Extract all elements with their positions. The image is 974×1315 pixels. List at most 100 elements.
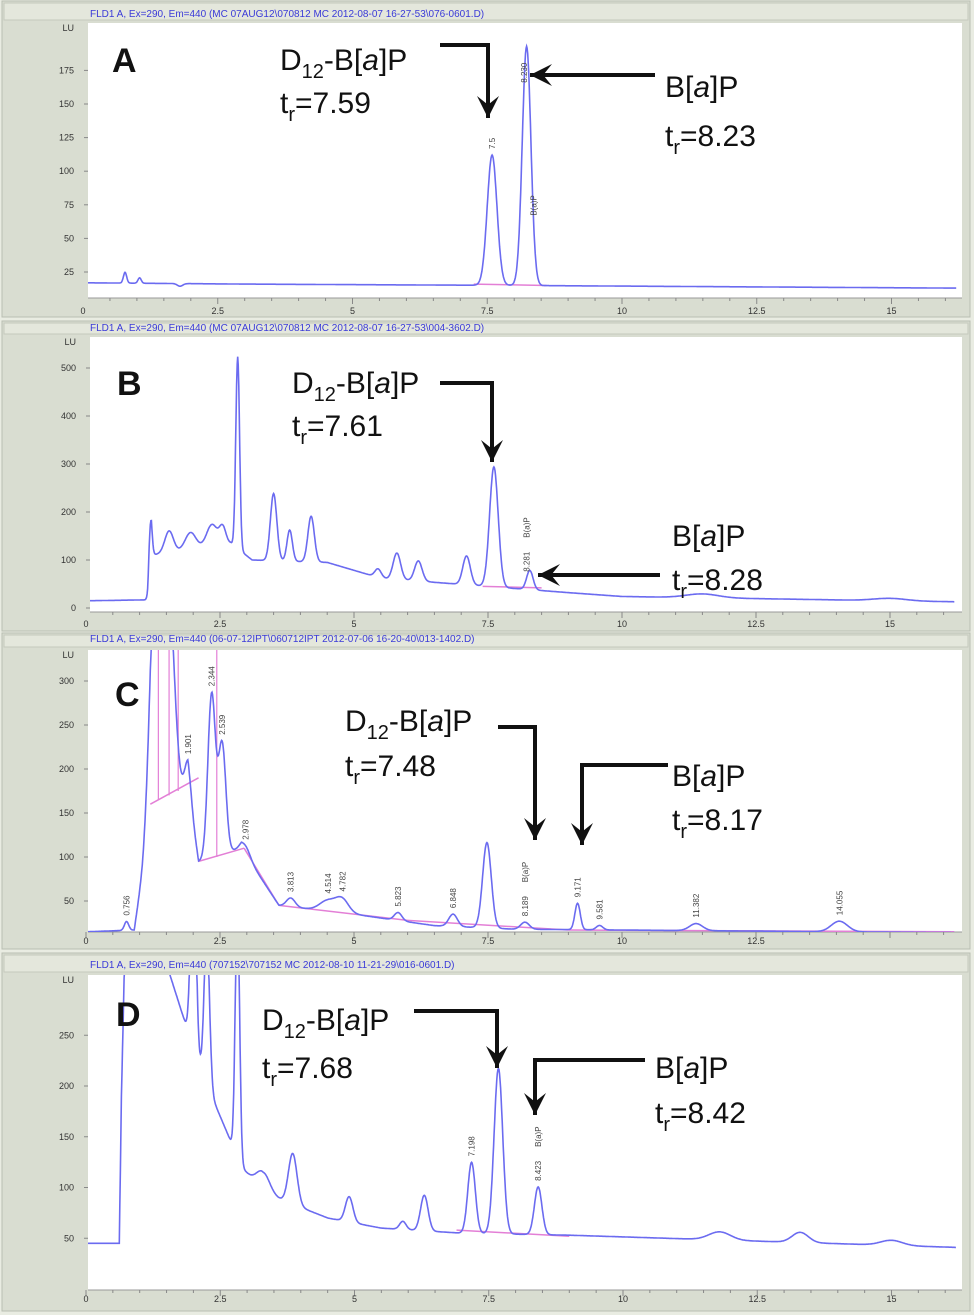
peak-label: 14.055	[835, 890, 844, 915]
peak-label: 4.514	[324, 873, 333, 894]
plot-content: 8.281 B(a)P	[90, 356, 955, 603]
x-tick-label: 0	[83, 936, 88, 946]
analyte-label-part: a	[700, 760, 717, 793]
internal-standard-retention-time-part: =7.59	[295, 87, 371, 120]
plot-content: 7.5 8.230 B(a)P	[88, 43, 957, 289]
analyte-arrow-head	[538, 564, 560, 586]
analyte-label-part: B[	[665, 71, 694, 104]
chromatogram-trace	[90, 356, 955, 603]
internal-standard-retention-time-part: t	[292, 410, 301, 443]
x-tick-label: 5	[352, 1294, 357, 1304]
peak-label: 9.171	[574, 877, 583, 898]
panel-title-bar	[3, 2, 969, 21]
peak-label: 8.281	[523, 551, 532, 572]
internal-standard-retention-time-part: t	[262, 1052, 271, 1085]
plot-content: 7.198 8.423 B(a)P	[88, 975, 956, 1249]
x-tick-label: 2.5	[214, 619, 227, 629]
peak-label: 0.756	[123, 895, 132, 916]
x-tick-label: 2.5	[214, 1294, 227, 1304]
x-tick-label: 7.5	[482, 936, 495, 946]
peak-label: B(a)P	[534, 1126, 543, 1146]
analyte-label-part: ]P	[717, 520, 745, 553]
panel-letter: D	[116, 996, 141, 1034]
panel-title: FLD1 A, Ex=290, Em=440 (MC 07AUG12\07081…	[90, 9, 484, 20]
analyte-arrow-line	[580, 763, 668, 845]
analyte-retention-time: tr=8.17	[672, 804, 763, 843]
y-tick-label: 50	[64, 233, 74, 243]
y-tick-label: 250	[59, 720, 74, 730]
analyte-label-part: B[	[655, 1052, 684, 1085]
peak-label: 7.198	[468, 1136, 477, 1157]
internal-standard-retention-time: tr=7.48	[345, 750, 436, 789]
y-tick-label: 300	[59, 676, 74, 686]
integration-baseline	[407, 919, 569, 931]
x-tick-label: 5	[350, 306, 355, 316]
panel-title-bar	[3, 322, 969, 335]
y-unit-label: LU	[62, 650, 74, 660]
internal-standard-retention-time-part: =7.68	[277, 1052, 353, 1085]
analyte-label-part: B[	[672, 520, 701, 553]
y-tick-label: 75	[64, 200, 74, 210]
internal-standard-label-part: 12	[367, 722, 389, 744]
analyte-label-part: ]P	[717, 760, 745, 793]
analyte-retention-time: tr=8.23	[665, 120, 756, 159]
panel-title-bar	[3, 954, 969, 973]
analyte-label: B[a]P	[672, 520, 745, 553]
y-tick-label: 200	[61, 507, 76, 517]
plot-area	[88, 975, 962, 1290]
internal-standard-label: D12-B[a]P	[262, 1004, 389, 1043]
y-tick-label: 400	[61, 411, 76, 421]
y-tick-label: 125	[59, 133, 74, 143]
y-tick-label: 300	[61, 459, 76, 469]
analyte-retention-time: tr=8.28	[672, 564, 763, 603]
peak-label: 2.539	[218, 714, 227, 735]
analyte-retention-time-part: r	[673, 137, 680, 159]
internal-standard-label-part: -B[	[324, 44, 363, 77]
peak-label: 8.423	[534, 1160, 543, 1181]
chromatogram-trace	[88, 975, 956, 1249]
panel-c: FLD1 A, Ex=290, Em=440 (06-07-12IPT\0607…	[1, 632, 971, 950]
x-tick-label: 7.5	[482, 619, 495, 629]
internal-standard-label-part: ]P	[361, 1004, 389, 1037]
y-tick-label: 175	[59, 65, 74, 75]
peak-label: 11.382	[692, 893, 701, 917]
integration-baseline	[198, 847, 245, 863]
internal-standard-arrow-line	[440, 381, 494, 462]
internal-standard-label-part: a	[344, 1004, 361, 1037]
internal-standard-label-part: ]P	[444, 705, 472, 738]
peak-label: B(a)P	[521, 862, 530, 882]
internal-standard-label-part: a	[374, 367, 391, 400]
internal-standard-arrow-line	[414, 1009, 499, 1068]
analyte-arrow-head	[530, 64, 552, 86]
x-tick-label: 10	[617, 306, 627, 316]
x-tick-label: 12.5	[748, 306, 766, 316]
peak-label: 6.848	[449, 888, 458, 909]
x-tick-label: 0	[83, 619, 88, 629]
analyte-retention-time: tr=8.42	[655, 1097, 746, 1136]
peak-label: 2.978	[242, 819, 251, 840]
analyte-retention-time-part: t	[672, 804, 681, 837]
internal-standard-label: D12-B[a]P	[292, 367, 419, 406]
panel-title-bar	[3, 634, 969, 648]
y-unit-label: LU	[62, 975, 74, 985]
analyte-retention-time-part: =8.28	[687, 564, 763, 597]
analyte-arrow-head	[524, 1093, 546, 1115]
internal-standard-retention-time-part: t	[280, 87, 289, 120]
internal-standard-label: D12-B[a]P	[345, 705, 472, 744]
panel-letter: A	[112, 42, 137, 80]
x-tick-label: 0	[83, 1294, 88, 1304]
internal-standard-retention-time-part: r	[353, 767, 360, 789]
internal-standard-arrow-head	[486, 1046, 508, 1068]
panel-d: FLD1 A, Ex=290, Em=440 (707152\707152 MC…	[1, 952, 971, 1312]
internal-standard-retention-time-part: =7.61	[307, 410, 383, 443]
analyte-arrow-head	[571, 823, 593, 845]
internal-standard-label-part: a	[427, 705, 444, 738]
internal-standard-label-part: D	[345, 705, 367, 738]
analyte-retention-time-part: t	[655, 1097, 664, 1130]
y-tick-label: 500	[61, 363, 76, 373]
x-tick-label: 2.5	[211, 306, 224, 316]
peak-label: 8.230	[520, 62, 529, 83]
internal-standard-label-part: D	[292, 367, 314, 400]
y-unit-label: LU	[62, 23, 74, 33]
